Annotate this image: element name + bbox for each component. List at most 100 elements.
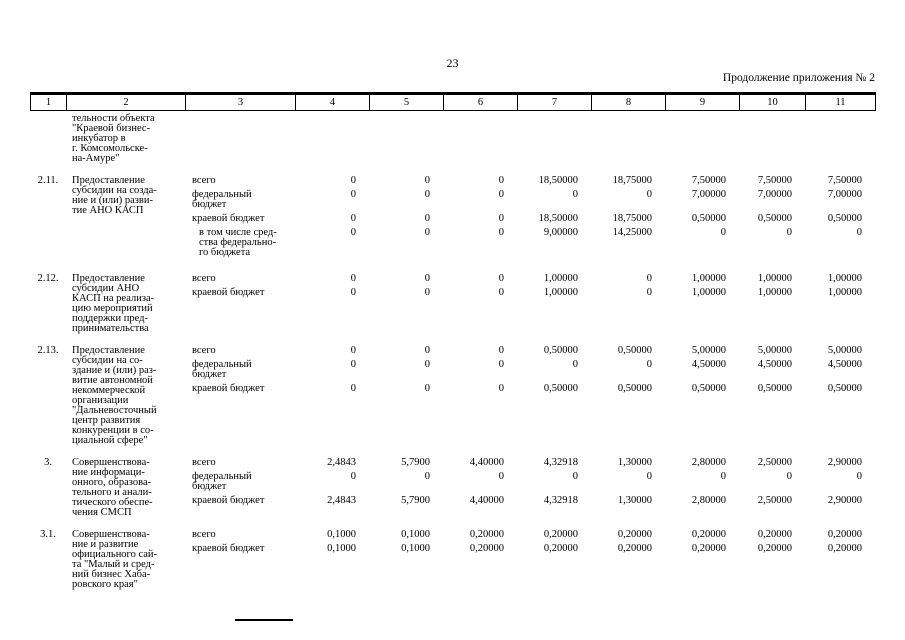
- row-title: Совершенствова-ние информаци-онного, обр…: [66, 457, 185, 518]
- table-row: 2.11. Предоставление субсидии на созда-ние…: [30, 175, 876, 262]
- value-cell: 0: [424, 383, 430, 394]
- value-cell: 0: [572, 189, 578, 200]
- value-cell: 0,20000: [617, 543, 652, 554]
- row-budget-lines: всего 0 0 0 1,00000 0 1,00000 1,00000 1,00000 кра…: [185, 273, 876, 334]
- value-cell: 7,50000: [757, 175, 792, 186]
- column-header: 11: [806, 95, 876, 110]
- column-header: 8: [592, 95, 666, 110]
- budget-line-label-line: федеральный: [192, 471, 252, 482]
- value-cell: 0,20000: [757, 529, 792, 540]
- budget-line-label: краевой бюджет: [185, 495, 295, 506]
- row-title-line: субсидии на созда-: [72, 185, 157, 196]
- value-cell: 0: [424, 213, 430, 224]
- value-cell: 2,50000: [757, 495, 792, 506]
- value-cell: 0,50000: [827, 383, 862, 394]
- budget-line: краевой бюджет 0 0 0 1,00000 0 1,00000 1,00000 1…: [185, 287, 876, 298]
- budget-line-label: краевой бюджет: [185, 287, 295, 298]
- value-cell: 0,20000: [827, 529, 862, 540]
- value-cell: 0: [424, 227, 430, 238]
- row-budget-lines: всего 0 0 0 18,50000 18,75000 7,50000 7,50000 7,…: [185, 175, 876, 262]
- value-cell: 0: [498, 345, 504, 356]
- column-header: 9: [666, 95, 740, 110]
- value-cell: 0: [350, 189, 356, 200]
- value-cell: 7,50000: [827, 175, 862, 186]
- budget-line-label-line: бюджет: [192, 199, 227, 210]
- value-cell: 0: [424, 273, 430, 284]
- column-header: 10: [740, 95, 806, 110]
- budget-line: краевой бюджет 0 0 0 18,50000 18,75000 0,50000…: [185, 213, 876, 224]
- budget-line-label-line: всего: [192, 457, 216, 468]
- row-title-line: принимательства: [72, 323, 149, 334]
- budget-line: федеральный бюджет 0 0 0 0 0 7,00000 7,00000 7,00…: [185, 189, 876, 210]
- row-title: тельности объекта "Краевой бизнес-инкубат…: [66, 113, 185, 164]
- value-cell: 7,00000: [691, 189, 726, 200]
- budget-line-label: краевой бюджет: [185, 543, 295, 554]
- value-cell: 0: [720, 471, 726, 482]
- budget-line-label-line: всего: [192, 529, 216, 540]
- budget-line-label-line: краевой бюджет: [192, 287, 265, 298]
- value-cell: 1,00000: [543, 287, 578, 298]
- row-title-line: КАСП на реализа-: [72, 293, 155, 304]
- value-cell: 2,80000: [691, 457, 726, 468]
- value-cell: 2,90000: [827, 457, 862, 468]
- table-row: тельности объекта "Краевой бизнес-инкубат…: [30, 113, 876, 164]
- budget-line: краевой бюджет 2,4843 5,7900 4,40000 4,32918…: [185, 495, 876, 506]
- row-title-line: здание и (или) раз-: [72, 365, 157, 376]
- row-title-line: Совершенствова-: [72, 529, 150, 540]
- value-cell: 0: [498, 227, 504, 238]
- value-cell: 1,00000: [757, 273, 792, 284]
- value-cell: 0: [350, 345, 356, 356]
- budget-line: всего 0 0 0 18,50000 18,75000 7,50000 7,50000 7,…: [185, 175, 876, 186]
- row-budget-lines: всего 2,4843 5,7900 4,40000 4,32918 1,30000 2,…: [185, 457, 876, 518]
- budget-line: в том числе сред-ства федерально-го бюдж…: [185, 227, 876, 258]
- value-cell: 0,20000: [543, 529, 578, 540]
- table-row: 2.13. Предоставление субсидии на со-здание…: [30, 345, 876, 446]
- value-cell: 0,50000: [691, 383, 726, 394]
- value-cell: 0: [646, 273, 652, 284]
- value-cell: 1,00000: [827, 273, 862, 284]
- value-cell: 0: [856, 471, 862, 482]
- value-cell: 5,7900: [401, 495, 430, 506]
- budget-line-label-line: краевой бюджет: [192, 543, 265, 554]
- row-title-line: некоммерческой: [72, 385, 146, 396]
- column-header: 5: [370, 95, 444, 110]
- value-cell: 0,20000: [757, 543, 792, 554]
- value-cell: 0: [498, 273, 504, 284]
- row-title-line: конкуренции в со-: [72, 425, 154, 436]
- budget-line-label-line: краевой бюджет: [192, 495, 265, 506]
- budget-line-label-line: федеральный: [192, 359, 252, 370]
- budget-line: всего 0,1000 0,1000 0,20000 0,20000 0,20000 0,…: [185, 529, 876, 540]
- value-cell: 4,32918: [543, 495, 578, 506]
- budget-line-label: всего: [185, 457, 295, 468]
- row-title-line: тического обеспе-: [72, 497, 153, 508]
- row-title-line: "Дальневосточный: [72, 405, 157, 416]
- budget-line-label-line: ства федерально-: [199, 237, 277, 248]
- value-cell: 18,50000: [538, 175, 578, 186]
- budget-line-label: краевой бюджет: [185, 213, 295, 224]
- budget-line-label: федеральный бюджет: [185, 189, 295, 210]
- budget-line-label: федеральный бюджет: [185, 471, 295, 492]
- row-title-line: поддержки пред-: [72, 313, 148, 324]
- value-cell: 5,00000: [757, 345, 792, 356]
- value-cell: 0: [350, 273, 356, 284]
- value-cell: 0: [424, 189, 430, 200]
- row-budget-lines: всего 0,1000 0,1000 0,20000 0,20000 0,20000 0,…: [185, 529, 876, 590]
- value-cell: 0,20000: [469, 529, 504, 540]
- value-cell: 2,4843: [327, 495, 356, 506]
- value-cell: 0: [786, 471, 792, 482]
- budget-line-label: всего: [185, 273, 295, 284]
- value-cell: 0: [786, 227, 792, 238]
- value-cell: 1,00000: [757, 287, 792, 298]
- value-cell: 1,00000: [691, 287, 726, 298]
- page-number: 23: [446, 56, 459, 70]
- row-title-line: цию мероприятий: [72, 303, 153, 314]
- column-header: 2: [67, 95, 186, 110]
- value-cell: 0,50000: [827, 213, 862, 224]
- value-cell: 0,1000: [401, 529, 430, 540]
- value-cell: 0: [646, 189, 652, 200]
- row-title-line: субсидии на со-: [72, 355, 143, 366]
- row-title-line: инкубатор в: [72, 133, 126, 144]
- value-cell: 5,00000: [827, 345, 862, 356]
- table-bottom-line: [235, 619, 293, 621]
